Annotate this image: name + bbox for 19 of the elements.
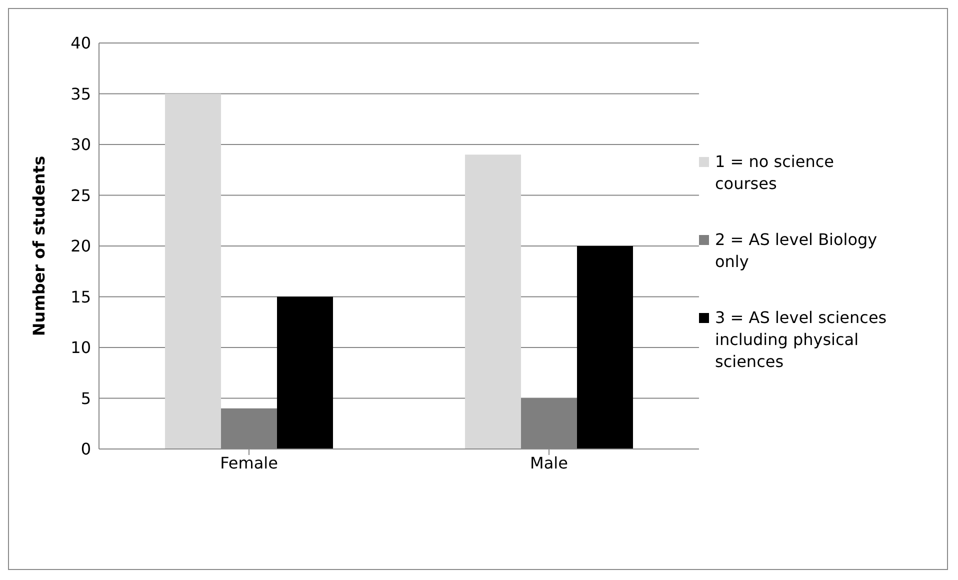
- bar: [577, 246, 633, 449]
- legend-label: 1 = no science courses: [715, 151, 835, 195]
- legend-label: 3 = AS level sciences including physical sciences: [715, 307, 888, 373]
- x-tick-label: Male: [530, 453, 568, 472]
- y-tick-label: 5: [80, 388, 91, 408]
- y-tick-label: 30: [70, 135, 91, 154]
- y-tick-label: 20: [70, 236, 91, 256]
- y-axis-title: Number of students: [30, 156, 49, 336]
- y-tick-label: 40: [70, 34, 91, 53]
- bar: [277, 296, 333, 449]
- x-tick-label: Female: [220, 453, 278, 472]
- bar: [465, 154, 521, 449]
- y-tick-label: 25: [70, 186, 91, 205]
- y-tick-label: 15: [70, 287, 91, 306]
- y-tick-label: 0: [80, 440, 91, 459]
- bar: [165, 94, 221, 449]
- y-tick-label: 10: [70, 338, 91, 358]
- legend-label: 2 = AS level Biology only: [715, 229, 878, 273]
- y-tick-label: 35: [70, 84, 91, 104]
